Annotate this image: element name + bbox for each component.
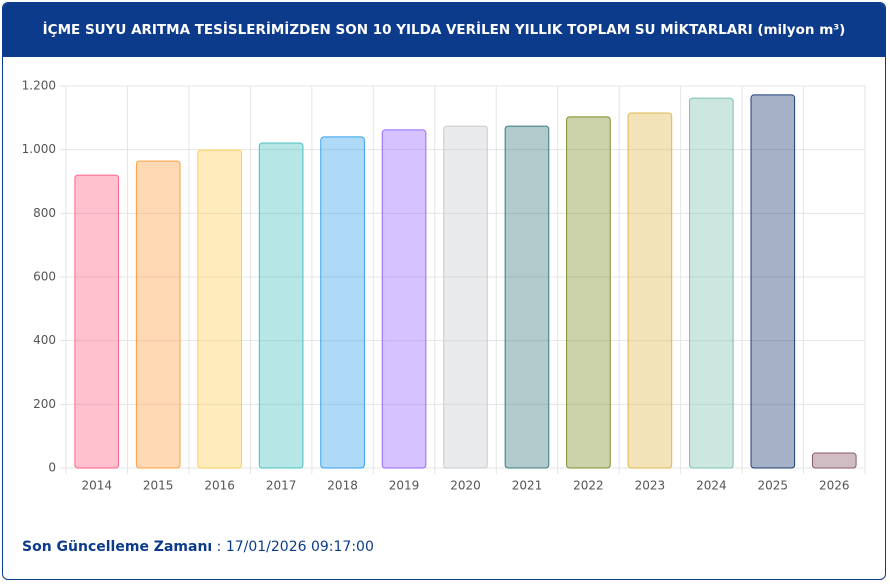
- y-tick-label: 800: [33, 206, 56, 220]
- bar: [750, 94, 796, 469]
- x-tick-label: 2019: [389, 479, 420, 493]
- x-tick-label: 2024: [696, 479, 727, 493]
- bar: [627, 112, 673, 469]
- y-tick-label: 600: [33, 270, 56, 284]
- x-tick-label: 2021: [512, 479, 543, 493]
- bar: [566, 116, 611, 469]
- bar: [443, 125, 488, 469]
- y-tick-label: 1.000: [22, 142, 56, 156]
- title: İÇME SUYU ARITMA TESİSLERİMİZDEN SON 10 …: [42, 22, 846, 38]
- bar: [74, 174, 120, 469]
- x-tick-label: 2020: [450, 479, 481, 493]
- x-tick-label: 2015: [143, 479, 174, 493]
- bar: [381, 129, 427, 469]
- x-tick-label: 2025: [758, 479, 789, 493]
- x-tick-label: 2026: [819, 479, 850, 493]
- header: İÇME SUYU ARITMA TESİSLERİMİZDEN SON 10 …: [3, 3, 885, 57]
- bar: [135, 160, 181, 469]
- bar: [197, 149, 242, 469]
- x-tick-label: 2022: [573, 479, 604, 493]
- bar: [811, 452, 857, 469]
- y-tick-label: 1.200: [22, 79, 56, 93]
- bar: [320, 136, 365, 469]
- bar: [258, 142, 304, 469]
- y-tick-label: 200: [33, 397, 56, 411]
- y-tick-label: 400: [33, 333, 56, 347]
- footer: Son Güncelleme Zamanı : 17/01/2026 09:17…: [22, 539, 374, 555]
- x-tick-label: 2018: [327, 479, 358, 493]
- footer-value: : 17/01/2026 09:17:00: [216, 539, 374, 555]
- bar: [689, 97, 734, 469]
- y-tick-label: 0: [48, 461, 56, 475]
- x-tick-label: 2014: [81, 479, 112, 493]
- footer-label: Son Güncelleme Zamanı: [22, 539, 213, 555]
- bar: [504, 125, 550, 469]
- x-tick-label: 2016: [204, 479, 235, 493]
- x-tick-label: 2023: [635, 479, 666, 493]
- x-tick-label: 2017: [266, 479, 297, 493]
